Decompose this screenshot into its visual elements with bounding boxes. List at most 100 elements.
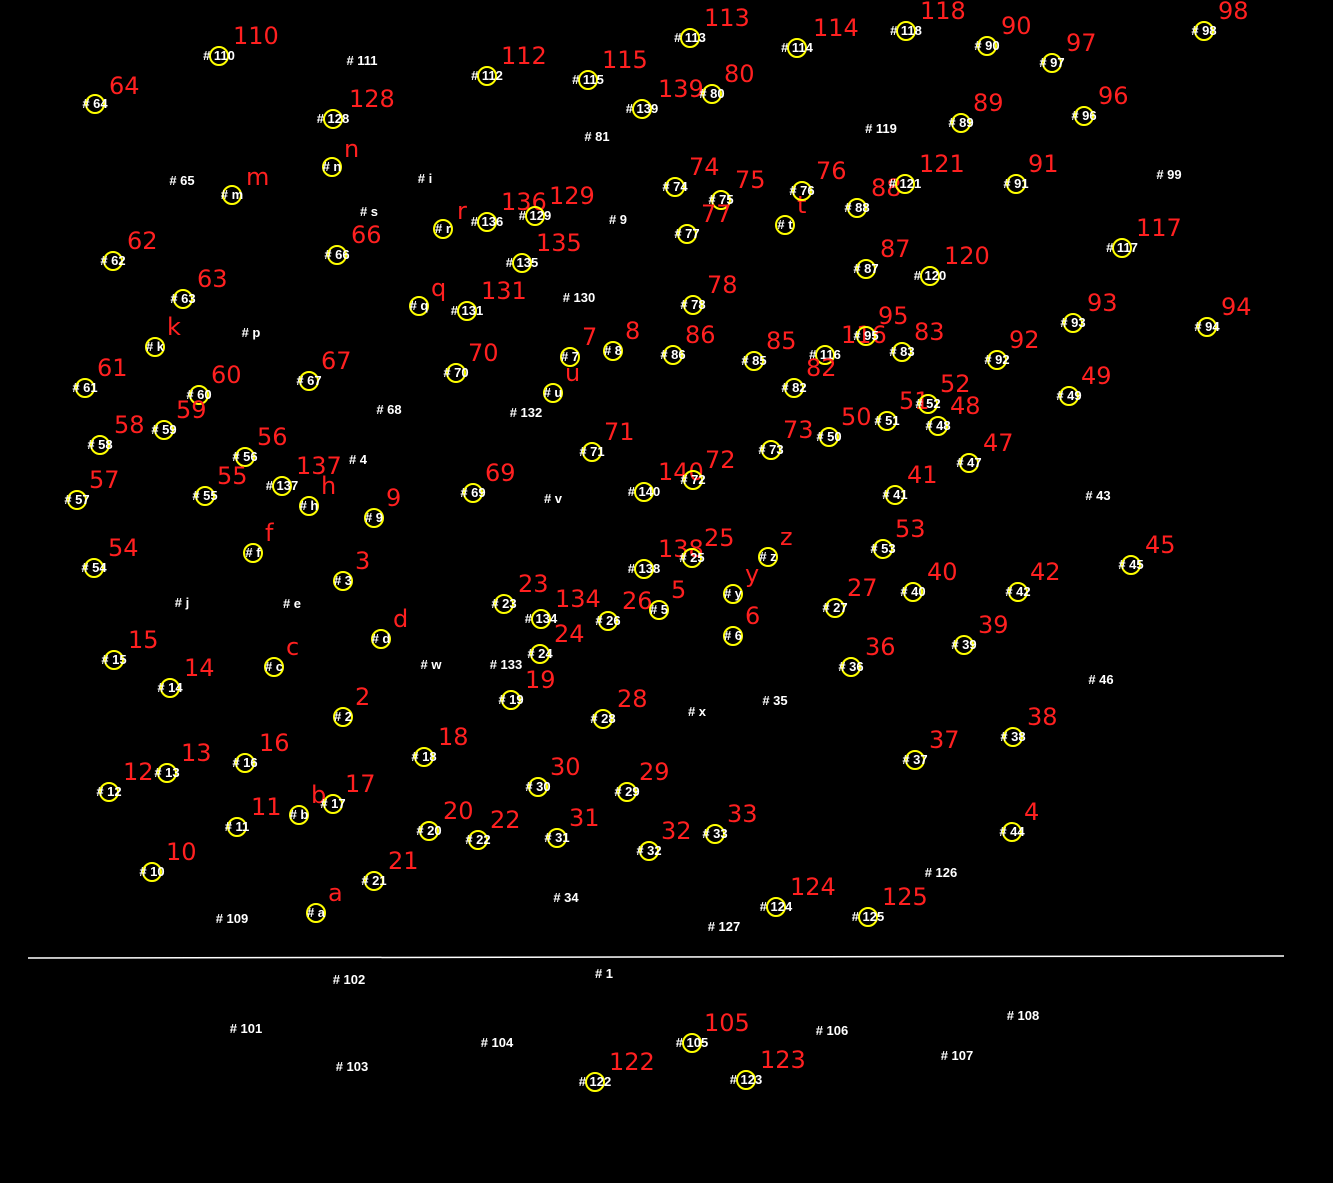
- point-annotation: 13: [181, 739, 212, 767]
- point-label: # 45: [1118, 557, 1143, 572]
- point-annotation: 14: [184, 654, 215, 682]
- point-annotation: 9: [386, 484, 401, 512]
- point-ring: [585, 1072, 605, 1092]
- point-annotation: t: [797, 191, 806, 219]
- point-ring: [84, 558, 104, 578]
- point-annotation: 11: [251, 793, 282, 821]
- point-label: # 89: [948, 115, 973, 130]
- point-ring: [680, 28, 700, 48]
- point-annotation: b: [311, 781, 326, 809]
- point-annotation: 98: [1218, 0, 1249, 25]
- point-annotation: 90: [1001, 12, 1032, 40]
- point-ring: [905, 750, 925, 770]
- point-label: # 122: [579, 1074, 612, 1089]
- point-label: # 63: [170, 291, 195, 306]
- point-ring: [528, 777, 548, 797]
- point-annotation: 23: [518, 570, 549, 598]
- point-label: # 15: [101, 652, 126, 667]
- point-ring: [272, 476, 292, 496]
- point-annotation: h: [321, 472, 336, 500]
- point-label: # j: [175, 595, 189, 610]
- point-label: # v: [544, 491, 563, 506]
- point-annotation: 28: [617, 685, 648, 713]
- point-ring: [195, 486, 215, 506]
- point-label: # 53: [870, 541, 895, 556]
- point-ring: [433, 219, 453, 239]
- point-label: # 12: [96, 784, 121, 799]
- point-9: # 99: [364, 484, 401, 528]
- point-126: # 126: [925, 865, 958, 880]
- point-label: # 16: [232, 755, 257, 770]
- point-ring: [649, 600, 669, 620]
- point-ring: [560, 347, 580, 367]
- point-ring: [1194, 21, 1214, 41]
- point-ring: [90, 435, 110, 455]
- point-ring: [705, 824, 725, 844]
- point-ring: [683, 470, 703, 490]
- point-label: # t: [777, 217, 793, 232]
- point-annotation: 6: [745, 602, 760, 630]
- point-annotation: 89: [973, 89, 1004, 117]
- point-label: # c: [265, 659, 283, 674]
- point-ring: [142, 862, 162, 882]
- point-annotation: 26: [622, 587, 653, 615]
- point-104: # 104: [481, 1035, 514, 1050]
- point-annotation: 40: [927, 558, 958, 586]
- point-label: # 36: [838, 659, 863, 674]
- point-label: # r: [435, 221, 451, 236]
- point-ring: [1197, 317, 1217, 337]
- point-annotation: 48: [950, 392, 981, 420]
- point-annotation: 62: [127, 227, 158, 255]
- point-label: # 73: [758, 442, 783, 457]
- point-label: # 88: [844, 200, 869, 215]
- point-ring: [815, 345, 835, 365]
- point-h: # hh: [299, 472, 336, 516]
- point-label: # 56: [232, 449, 257, 464]
- point-ring: [99, 782, 119, 802]
- point-v: # v: [544, 491, 563, 506]
- point-annotation: 86: [685, 321, 716, 349]
- point-annotation: 73: [783, 416, 814, 444]
- point-annotation: 110: [233, 22, 279, 50]
- point-label: # 101: [230, 1021, 263, 1036]
- point-label: # 103: [336, 1059, 369, 1074]
- point-label: # 117: [1106, 240, 1138, 255]
- point-ring: [494, 594, 514, 614]
- point-label: # 11: [225, 819, 250, 834]
- point-annotation: 4: [1024, 798, 1039, 826]
- point-label: # 55: [192, 488, 217, 503]
- point-label: # 116: [809, 347, 841, 362]
- point-annotation: m: [246, 163, 269, 191]
- point-annotation: 33: [727, 800, 758, 828]
- point-ring: [634, 559, 654, 579]
- point-ring: [157, 763, 177, 783]
- point-label: # 83: [889, 344, 914, 359]
- point-label: # 114: [781, 40, 814, 55]
- point-s: # s: [360, 204, 378, 219]
- point-label: # 33: [702, 826, 727, 841]
- point-ring: [299, 371, 319, 391]
- point-x: # x: [688, 704, 707, 719]
- point-d: # dd: [371, 605, 408, 649]
- point-4b: # 4: [349, 452, 368, 467]
- point-annotation: 95: [878, 302, 909, 330]
- point-annotation: 15: [128, 626, 159, 654]
- point-ring: [85, 94, 105, 114]
